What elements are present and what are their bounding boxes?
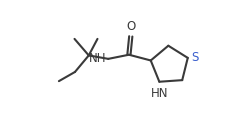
Text: O: O bbox=[126, 20, 135, 33]
Text: NH: NH bbox=[88, 52, 106, 65]
Text: S: S bbox=[191, 51, 198, 64]
Text: HN: HN bbox=[150, 87, 168, 100]
